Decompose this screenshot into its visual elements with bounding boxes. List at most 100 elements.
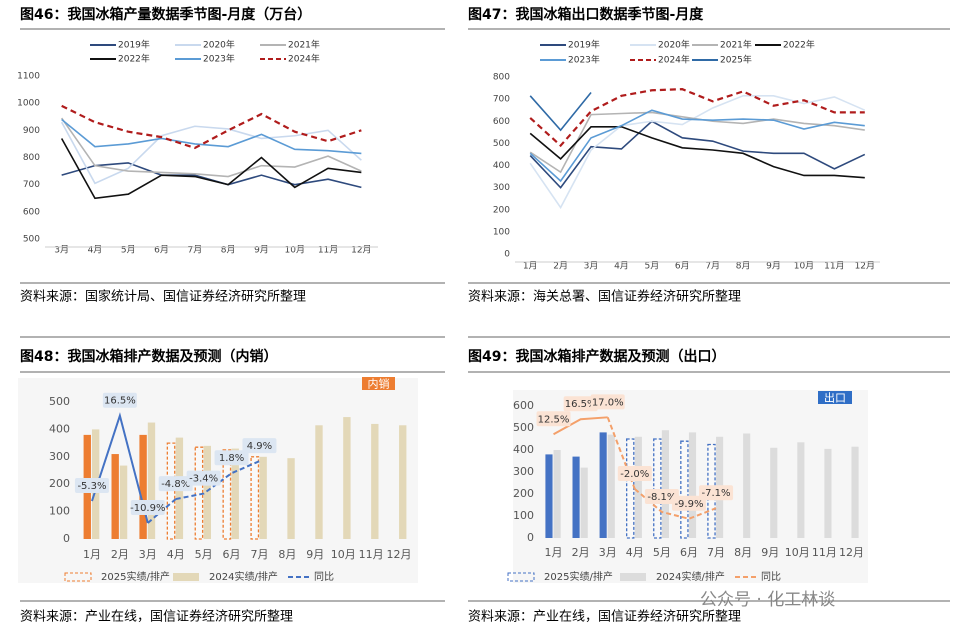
bar — [797, 442, 805, 538]
x-tick-label: 2月 — [553, 261, 568, 272]
source: 资料来源：国家统计局、国信证券经济研究所整理 — [20, 289, 306, 305]
value-label: 16.5% — [565, 399, 597, 410]
bar — [653, 438, 662, 539]
y-tick-label: 600 — [493, 117, 510, 127]
bar — [626, 438, 635, 539]
x-tick-label: 11月 — [318, 245, 338, 256]
x-tick-label: 7月 — [250, 548, 268, 561]
value-label: -3.4% — [189, 474, 218, 485]
chart-title: 图47：我国冰箱出口数据季节图-月度 — [468, 6, 704, 23]
value-label: 4.9% — [247, 441, 272, 452]
x-tick-label: 3月 — [584, 261, 599, 272]
rules — [20, 28, 950, 602]
source: 资料来源：产业在线，国信证券经济研究所整理 — [468, 609, 741, 625]
legend-label: 2024实绩/排产 — [656, 570, 725, 583]
bar — [287, 458, 295, 539]
bar — [553, 450, 561, 538]
x-tick-label: 8月 — [736, 261, 751, 272]
legend-label: 2020年 — [658, 39, 690, 51]
x-tick-label: 9月 — [306, 548, 324, 561]
bar — [111, 454, 119, 539]
x-tick-label: 4月 — [167, 548, 185, 561]
legend-label: 2024年 — [658, 54, 690, 66]
source: 资料来源：产业在线，国信证券经济研究所整理 — [20, 609, 293, 625]
legend-label: 2022年 — [783, 39, 815, 51]
line — [529, 111, 865, 174]
x-tick-label: 8月 — [278, 548, 296, 561]
value-label: 1.8% — [219, 453, 244, 464]
badge: 出口 — [824, 391, 846, 405]
x-tick-label: 5月 — [121, 245, 136, 256]
line — [61, 104, 362, 150]
bar — [824, 448, 832, 538]
x-tick-label: 5月 — [653, 546, 671, 559]
bar — [119, 465, 128, 539]
value-label-bg — [644, 488, 679, 504]
x-tick-label: 6月 — [680, 546, 698, 559]
bar — [194, 446, 204, 540]
x-tick-label: 1月 — [83, 548, 101, 561]
value-label-bg — [563, 396, 598, 412]
value-label-bg — [130, 499, 165, 515]
bar — [851, 446, 859, 538]
x-tick-label: 12月 — [855, 261, 875, 272]
x-tick-label: 3月 — [54, 245, 69, 256]
y-tick-label: 600 — [513, 399, 534, 412]
legend-label: 同比 — [761, 571, 781, 583]
bar — [231, 448, 239, 539]
line — [60, 121, 362, 185]
line — [91, 412, 149, 524]
value-label-bg — [590, 394, 625, 410]
x-tick-label: 3月 — [139, 548, 157, 561]
value-label-bg — [536, 411, 571, 427]
value-label-bg — [699, 485, 734, 501]
x-tick-label: 5月 — [645, 261, 660, 272]
bar — [743, 433, 751, 538]
value-label-bg — [186, 470, 221, 486]
x-tick-label: 1月 — [545, 546, 563, 559]
bar — [315, 425, 323, 539]
badge-bg — [362, 377, 395, 390]
value-label: -2.0% — [620, 469, 649, 480]
value-label: -9.9% — [674, 499, 703, 510]
y-tick-label: 300 — [49, 450, 70, 463]
bar — [580, 467, 588, 538]
value-label-bg — [102, 392, 137, 408]
bar — [399, 425, 407, 539]
x-tick-label: 4月 — [614, 261, 629, 272]
bar — [680, 440, 689, 539]
bar — [203, 445, 211, 539]
x-tick-label: 4月 — [626, 546, 644, 559]
y-tick-label: 100 — [493, 227, 510, 237]
legend-swatch — [507, 572, 535, 582]
value-label-bg — [158, 476, 193, 492]
legend-label: 2021年 — [720, 39, 752, 51]
bar — [688, 432, 697, 538]
y-tick-label: 500 — [493, 139, 510, 149]
line — [60, 117, 362, 178]
bar — [634, 436, 642, 538]
legend-label: 同比 — [314, 571, 334, 583]
legend-label: 2021年 — [288, 39, 320, 51]
legend-label: 2023年 — [203, 53, 235, 65]
bar — [661, 430, 669, 538]
value-label: 12.5% — [538, 414, 570, 425]
y-tick-label: 800 — [493, 73, 510, 83]
y-tick-label: 400 — [49, 422, 70, 435]
legend-label: 2020年 — [203, 39, 235, 51]
bar — [147, 422, 156, 539]
bar — [545, 454, 553, 538]
y-tick-label: 900 — [23, 126, 40, 136]
line — [529, 109, 865, 183]
line — [61, 118, 362, 155]
legend-label: 2019年 — [568, 39, 600, 51]
line — [529, 120, 866, 189]
value-label-bg — [214, 450, 249, 466]
y-tick-label: 300 — [493, 183, 510, 193]
watermark: 公众号 · 化工林谈 — [700, 590, 835, 610]
y-tick-label: 200 — [513, 487, 534, 500]
x-tick-label: 11月 — [812, 546, 837, 559]
x-tick-label: 11月 — [359, 548, 384, 561]
value-label-bg — [242, 438, 277, 454]
